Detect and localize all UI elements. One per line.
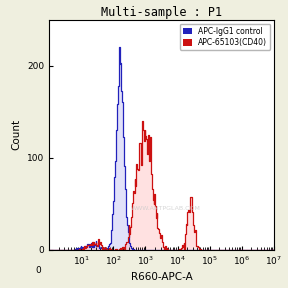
- Legend: APC-IgG1 control, APC-65103(CD40): APC-IgG1 control, APC-65103(CD40): [180, 24, 270, 50]
- Text: WWW.ANTPGLAB.COM: WWW.ANTPGLAB.COM: [131, 206, 201, 211]
- Y-axis label: Count: Count: [11, 119, 21, 150]
- X-axis label: R660-APC-A: R660-APC-A: [130, 272, 192, 283]
- Polygon shape: [49, 47, 274, 250]
- Title: Multi-sample : P1: Multi-sample : P1: [101, 5, 222, 18]
- Polygon shape: [49, 121, 274, 250]
- Text: 0: 0: [35, 266, 41, 275]
